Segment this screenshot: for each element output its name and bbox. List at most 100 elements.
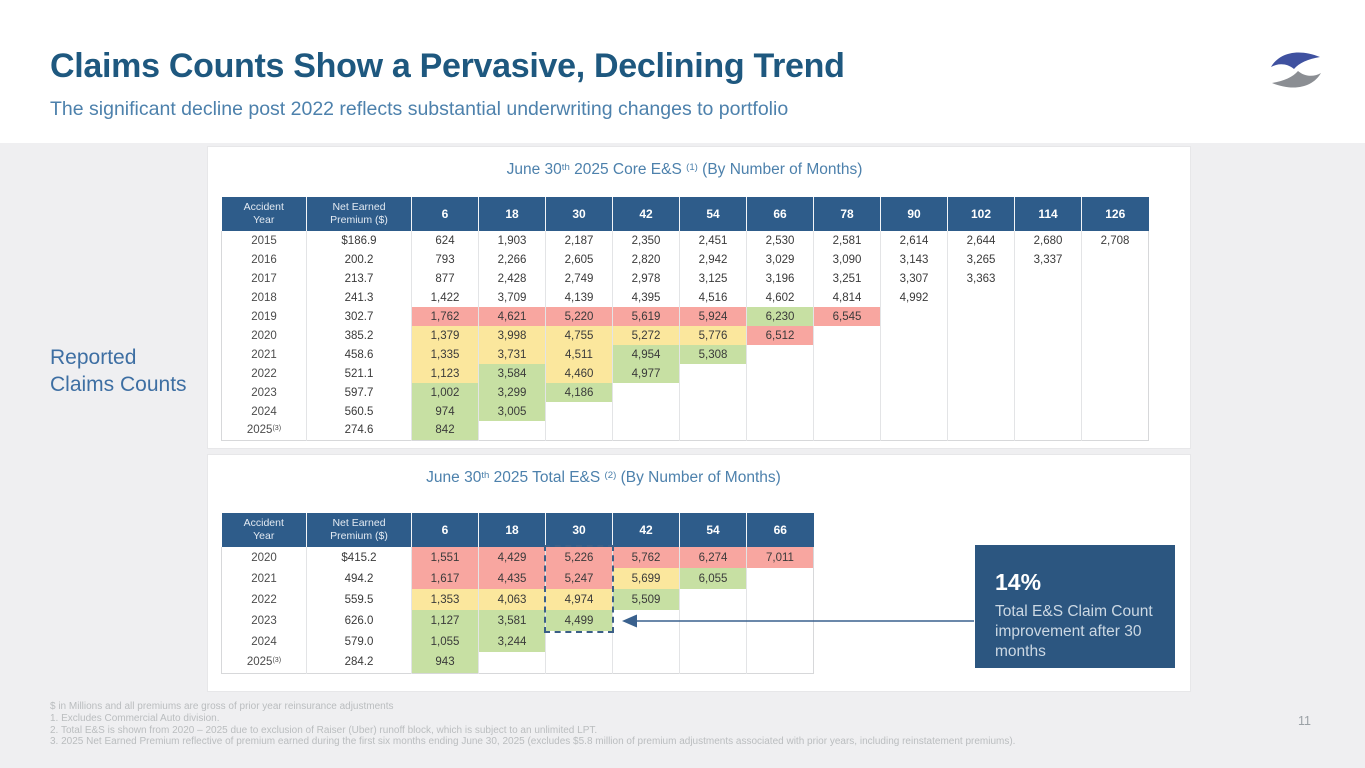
premium-cell: $415.2 xyxy=(306,547,412,568)
claim-count-cell: 3,998 xyxy=(478,326,546,345)
claim-count-cell: 5,272 xyxy=(612,326,680,345)
claim-count-cell xyxy=(746,383,814,402)
callout-box: 14% Total E&S Claim Count improvement af… xyxy=(975,545,1175,668)
claim-count-cell xyxy=(1014,402,1082,421)
footnote-line: $ in Millions and all premiums are gross… xyxy=(50,701,394,712)
claim-count-cell xyxy=(1081,269,1149,288)
claim-count-cell: 4,063 xyxy=(478,589,546,610)
page-title: Claims Counts Show a Pervasive, Declinin… xyxy=(50,47,845,85)
accident-year-row: 2024 560.5 974 3,005 xyxy=(222,402,1149,421)
page-number: 11 xyxy=(1298,714,1311,728)
claim-count-cell: 3,337 xyxy=(1014,250,1082,269)
accident-year-row: 2018 241.3 1,422 3,709 4,139 4,395 4,516 4,602 4… xyxy=(222,288,1149,307)
claim-count-cell: 3,244 xyxy=(478,631,546,652)
claim-count-cell: 5,924 xyxy=(679,307,747,326)
premium-cell: $186.9 xyxy=(306,231,412,250)
claim-count-cell: 877 xyxy=(411,269,479,288)
claim-count-cell: 2,942 xyxy=(679,250,747,269)
claim-count-cell xyxy=(947,307,1015,326)
claim-count-cell: 4,395 xyxy=(612,288,680,307)
claim-count-cell xyxy=(1014,288,1082,307)
accident-year-header: Accident Year xyxy=(221,197,307,231)
accident-year-row: 2017 213.7 877 2,428 2,749 2,978 3,125 3,196 3,2… xyxy=(222,269,1149,288)
claim-count-cell: 3,581 xyxy=(478,610,546,631)
premium-cell: 241.3 xyxy=(306,288,412,307)
claim-count-cell: 3,731 xyxy=(478,345,546,364)
claim-count-cell xyxy=(612,652,680,673)
months-column-header: 42 xyxy=(612,513,680,547)
claim-count-cell: 3,265 xyxy=(947,250,1015,269)
claim-count-cell xyxy=(880,345,948,364)
claim-count-cell xyxy=(947,326,1015,345)
core-es-table: Accident Year Net Earned Premium ($) 6 18 30… xyxy=(221,197,1149,441)
accident-year-row: 2020 385.2 1,379 3,998 4,755 5,272 5,776 6,512 xyxy=(222,326,1149,345)
claim-count-cell: 974 xyxy=(411,402,479,421)
claim-count-cell: 6,512 xyxy=(746,326,814,345)
claim-count-cell xyxy=(679,402,747,421)
claim-count-cell xyxy=(1081,250,1149,269)
claim-count-cell xyxy=(1081,345,1149,364)
claim-count-cell xyxy=(947,383,1015,402)
claim-count-cell xyxy=(1081,288,1149,307)
reported-claims-label-line1: Reported xyxy=(50,346,137,369)
claim-count-cell xyxy=(746,345,814,364)
months-column-header: 54 xyxy=(679,513,747,547)
page-subtitle: The significant decline post 2022 reflec… xyxy=(50,98,789,120)
claim-count-cell: 1,127 xyxy=(411,610,479,631)
premium-cell: 560.5 xyxy=(306,402,412,421)
claim-count-cell: 5,308 xyxy=(679,345,747,364)
net-earned-premium-header: Net Earned Premium ($) xyxy=(306,513,412,547)
accident-year-header: Accident Year xyxy=(221,513,307,547)
claim-count-cell: 6,545 xyxy=(813,307,881,326)
claim-count-cell: 4,954 xyxy=(612,345,680,364)
claim-count-cell xyxy=(880,307,948,326)
footnote-line: 3. 2025 Net Earned Premium reflective of… xyxy=(50,736,1016,748)
claim-count-cell xyxy=(545,402,613,421)
claim-count-cell xyxy=(813,383,881,402)
accident-year-cell: 2015 xyxy=(251,234,277,247)
claim-count-cell xyxy=(1081,326,1149,345)
claim-count-cell xyxy=(679,631,747,652)
claim-count-cell: 5,762 xyxy=(612,547,680,568)
total-table-title: June 30th 2025 Total E&S (2) (By Number … xyxy=(426,469,781,486)
claim-count-cell: 3,143 xyxy=(880,250,948,269)
claim-count-cell: 5,509 xyxy=(612,589,680,610)
claim-count-cell xyxy=(1014,364,1082,383)
claim-count-cell xyxy=(612,421,680,440)
accident-year-cell: 2025(3) xyxy=(246,424,282,437)
claim-count-cell xyxy=(813,326,881,345)
claim-count-cell xyxy=(880,421,948,440)
accident-year-cell: 2023 xyxy=(251,386,277,399)
claim-count-cell xyxy=(1014,269,1082,288)
months-column-header: 18 xyxy=(478,197,546,231)
claim-count-cell: 6,230 xyxy=(746,307,814,326)
claim-count-cell: 2,680 xyxy=(1014,231,1082,250)
claim-count-cell xyxy=(612,383,680,402)
callout-text: Total E&S Claim Count improvement after … xyxy=(995,603,1153,660)
accident-year-cell: 2022 xyxy=(251,367,277,380)
claim-count-cell xyxy=(813,364,881,383)
claim-count-cell xyxy=(813,421,881,440)
claim-count-cell xyxy=(1014,383,1082,402)
claim-count-cell: 4,977 xyxy=(612,364,680,383)
claim-count-cell: 4,992 xyxy=(880,288,948,307)
months-column-header: 90 xyxy=(880,197,948,231)
premium-cell: 302.7 xyxy=(306,307,412,326)
claim-count-cell: 1,002 xyxy=(411,383,479,402)
claim-count-cell: 5,619 xyxy=(612,307,680,326)
months-column-header: 102 xyxy=(947,197,1015,231)
accident-year-row: 2021 458.6 1,335 3,731 4,511 4,954 5,308 xyxy=(222,345,1149,364)
claim-count-cell: 842 xyxy=(411,421,479,440)
claim-count-cell: 1,379 xyxy=(411,326,479,345)
footnotes: $ in Millions and all premiums are gross… xyxy=(50,701,1210,748)
claim-count-cell: 4,974 xyxy=(545,589,613,610)
claim-count-cell: 7,011 xyxy=(746,547,814,568)
claim-count-cell xyxy=(813,345,881,364)
claim-count-cell xyxy=(746,402,814,421)
accident-year-cell: 2022 xyxy=(251,593,277,606)
claim-count-cell: 2,708 xyxy=(1081,231,1149,250)
claim-count-cell xyxy=(746,421,814,440)
claim-count-cell: 2,581 xyxy=(813,231,881,250)
months-column-header: 30 xyxy=(545,513,613,547)
claim-count-cell: 1,551 xyxy=(411,547,479,568)
